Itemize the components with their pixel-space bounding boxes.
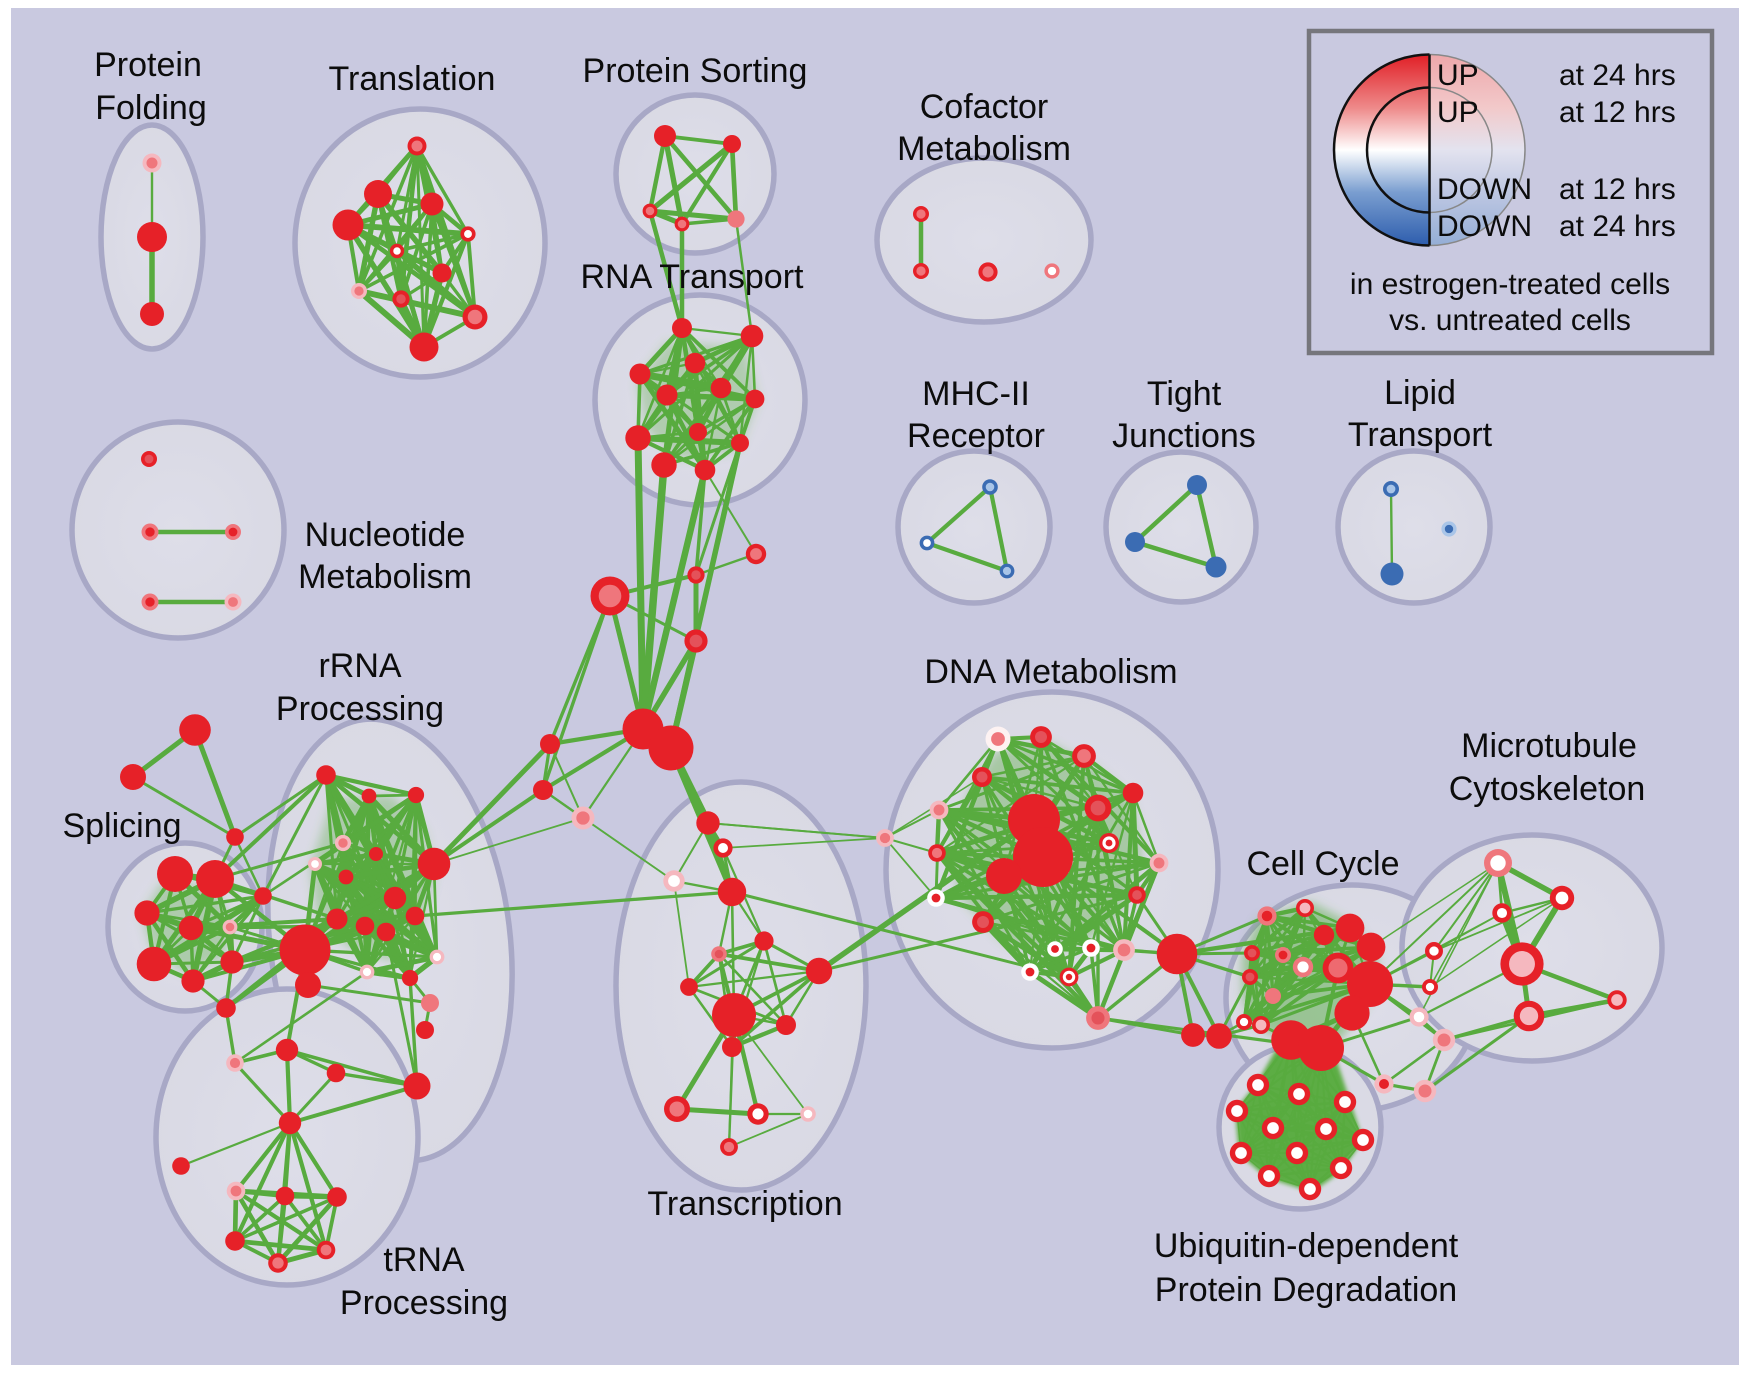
svg-text:Nucleotide: Nucleotide [305,516,466,554]
svg-text:Translation: Translation [329,60,496,98]
svg-text:Transcription: Transcription [647,1185,842,1223]
svg-text:vs. untreated cells: vs. untreated cells [1389,304,1631,337]
svg-text:at 12 hrs: at 12 hrs [1559,173,1676,206]
svg-text:Splicing: Splicing [62,807,181,845]
svg-text:Cell Cycle: Cell Cycle [1246,845,1399,883]
svg-text:Processing: Processing [340,1284,508,1322]
svg-text:Protein Degradation: Protein Degradation [1155,1271,1457,1309]
svg-text:Transport: Transport [1348,416,1493,454]
svg-text:Metabolism: Metabolism [298,558,472,596]
svg-text:rRNA: rRNA [318,647,401,685]
svg-text:Lipid: Lipid [1384,374,1456,412]
svg-text:RNA Transport: RNA Transport [581,258,805,296]
svg-text:UP: UP [1437,59,1479,92]
svg-text:Folding: Folding [95,89,207,127]
svg-text:Protein: Protein [94,46,202,84]
svg-text:Receptor: Receptor [907,417,1045,455]
svg-text:DNA Metabolism: DNA Metabolism [924,653,1177,691]
svg-text:DOWN: DOWN [1437,210,1532,243]
svg-text:Cytoskeleton: Cytoskeleton [1449,770,1646,808]
svg-text:Tight: Tight [1147,375,1222,413]
svg-text:at 12 hrs: at 12 hrs [1559,96,1676,129]
svg-text:UP: UP [1437,96,1479,129]
svg-text:Ubiquitin-dependent: Ubiquitin-dependent [1154,1227,1459,1265]
svg-text:at 24 hrs: at 24 hrs [1559,59,1676,92]
svg-text:Microtubule: Microtubule [1461,727,1637,765]
svg-text:tRNA: tRNA [383,1241,465,1279]
svg-text:MHC-II: MHC-II [922,375,1030,413]
svg-text:at 24 hrs: at 24 hrs [1559,210,1676,243]
svg-text:Metabolism: Metabolism [897,130,1071,168]
svg-text:in estrogen-treated cells: in estrogen-treated cells [1350,268,1670,301]
svg-text:Protein Sorting: Protein Sorting [583,52,808,90]
svg-text:Junctions: Junctions [1112,417,1256,455]
svg-text:Cofactor: Cofactor [920,88,1049,126]
svg-text:DOWN: DOWN [1437,173,1532,206]
svg-text:Processing: Processing [276,690,444,728]
